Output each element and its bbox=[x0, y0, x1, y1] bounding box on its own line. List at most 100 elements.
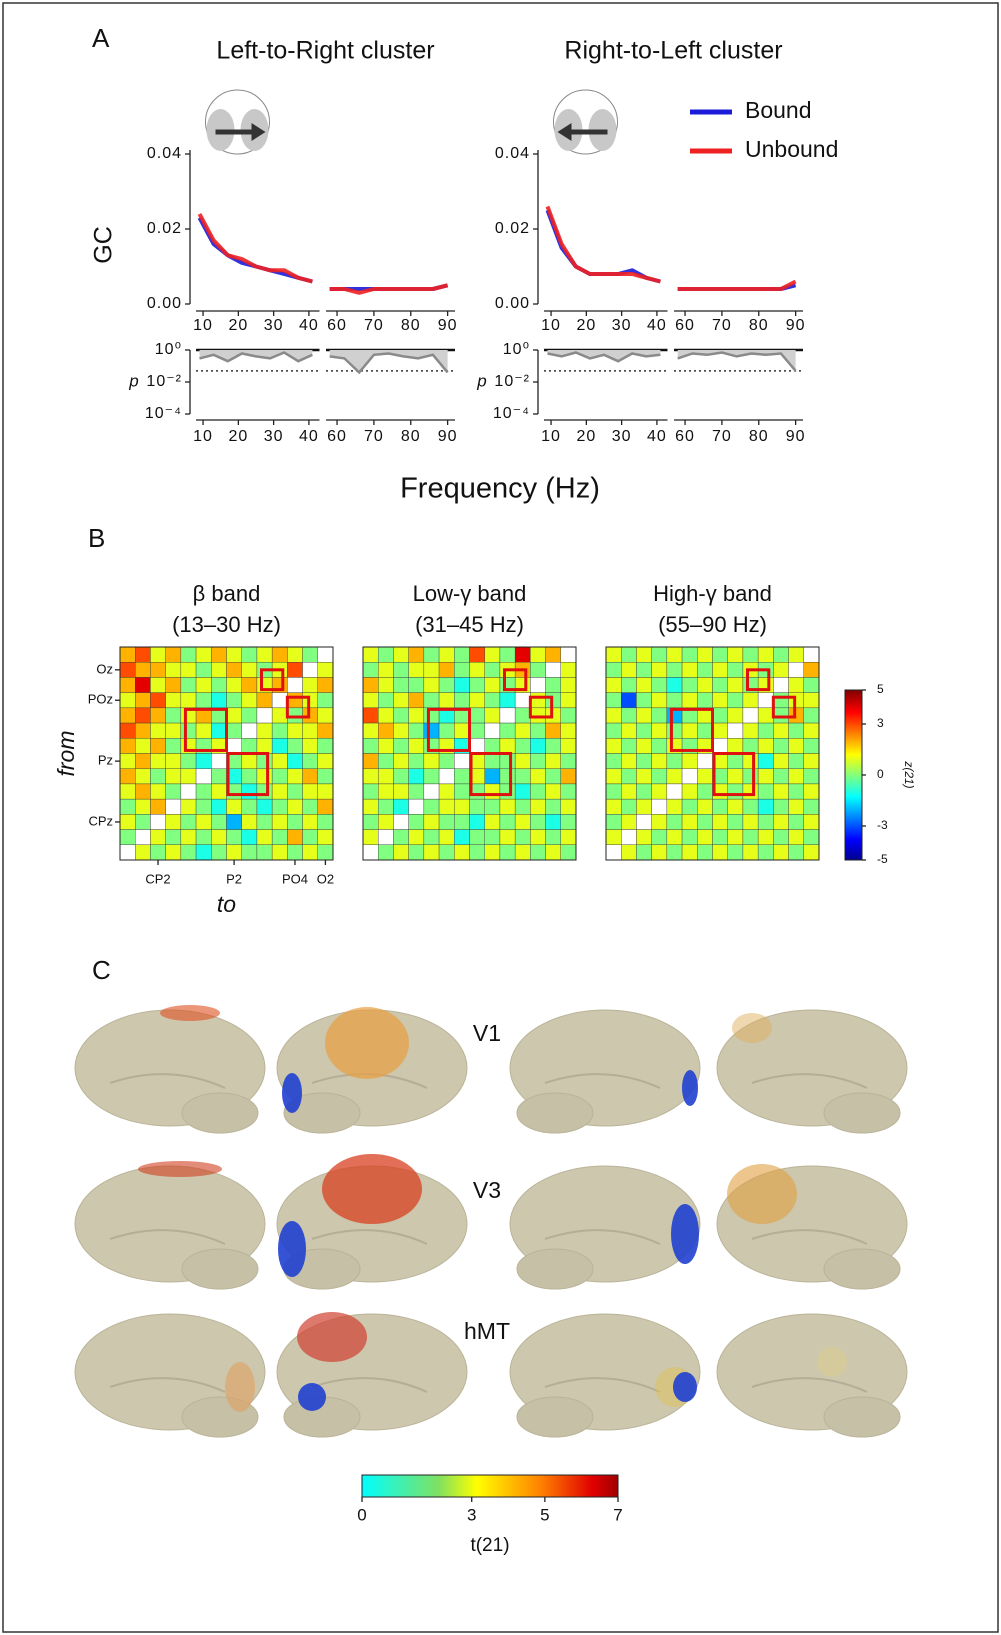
x-tick-label: 30 bbox=[264, 317, 284, 334]
heatmap-cell bbox=[317, 768, 334, 785]
heatmap-cell bbox=[226, 814, 242, 830]
heatmap-cell bbox=[545, 844, 561, 861]
diagonal-cell bbox=[150, 814, 166, 830]
heatmap-cell bbox=[271, 738, 288, 754]
heatmap-cell bbox=[530, 707, 546, 724]
heatmap-cell bbox=[803, 722, 820, 739]
heatmap-cell bbox=[621, 768, 637, 785]
heatmap-cell bbox=[165, 814, 182, 830]
heatmap-cell bbox=[727, 677, 744, 693]
heatmap-cell bbox=[180, 646, 197, 663]
heatmap-cell bbox=[651, 692, 668, 709]
heatmap-cell bbox=[514, 829, 531, 845]
heatmap-cell bbox=[530, 753, 546, 769]
activation bbox=[225, 1362, 255, 1412]
heatmap-cell bbox=[803, 798, 820, 815]
p-area bbox=[677, 350, 796, 371]
heatmap-cell bbox=[681, 662, 698, 678]
heatmap-cell bbox=[165, 753, 182, 769]
heatmap-cell bbox=[773, 692, 789, 709]
heatmap-cell bbox=[499, 768, 516, 785]
heatmap-cell bbox=[651, 829, 668, 845]
heatmap-cell bbox=[727, 829, 744, 845]
x-tick-label: 40 bbox=[299, 428, 319, 445]
x-tick-label: 20 bbox=[228, 317, 248, 334]
heatmap-cell bbox=[362, 692, 379, 709]
heatmap-cell bbox=[119, 692, 136, 709]
heatmap-cell bbox=[287, 722, 303, 739]
heatmap-cell bbox=[378, 692, 394, 709]
heatmap-cell bbox=[773, 753, 789, 769]
heatmap-cell bbox=[393, 662, 409, 678]
heatmap-cell bbox=[438, 814, 455, 830]
activation bbox=[732, 1013, 772, 1043]
brain-sulcus bbox=[109, 1229, 226, 1245]
heatmap-cell bbox=[712, 722, 728, 739]
heatmap-cell bbox=[241, 738, 258, 754]
heatmap-cell bbox=[195, 814, 212, 830]
heatmap-cell bbox=[530, 738, 546, 754]
x-tick-label: 20 bbox=[228, 428, 248, 445]
heatmap-cell bbox=[545, 677, 561, 693]
heatmap-cell bbox=[362, 707, 379, 724]
heatmap-cell bbox=[423, 768, 440, 785]
diagonal-cell bbox=[742, 707, 759, 724]
diagonal-cell bbox=[530, 677, 546, 693]
heatmap-cell bbox=[605, 722, 622, 739]
heatmap-cell bbox=[757, 722, 774, 739]
heatmap-cell bbox=[211, 646, 227, 663]
brain-cerebellum bbox=[823, 1396, 901, 1438]
heatmap-cell bbox=[803, 783, 820, 800]
heatmap-cell bbox=[560, 783, 577, 800]
heatmap-cell bbox=[438, 844, 455, 861]
brain-sulcus bbox=[109, 1073, 226, 1089]
heatmap-cell bbox=[362, 677, 379, 693]
heatmap-cell bbox=[271, 814, 288, 830]
chart-title: Right-to-Left cluster bbox=[564, 37, 782, 65]
cluster-box bbox=[528, 695, 554, 719]
x-tick-label: 70 bbox=[364, 317, 384, 334]
x-tick-label: 80 bbox=[401, 317, 421, 334]
heatmap-cell bbox=[211, 692, 227, 709]
heatmap-cell bbox=[484, 707, 501, 724]
heatmap-subtitle: (55–90 Hz) bbox=[658, 612, 767, 637]
diagonal-cell bbox=[180, 783, 197, 800]
heatmap-cell bbox=[697, 829, 713, 845]
p-y-tick-label: 10⁻⁴ bbox=[145, 405, 182, 422]
heatmap-title: High-γ band bbox=[653, 581, 772, 606]
panel-label: B bbox=[88, 523, 105, 553]
heatmap-cell bbox=[135, 738, 151, 754]
heatmap-cell bbox=[773, 798, 789, 815]
diagonal-cell bbox=[636, 814, 652, 830]
heatmap-cell bbox=[545, 768, 561, 785]
heatmap-cell bbox=[180, 753, 197, 769]
colorbar-tick-label: 5 bbox=[540, 1505, 549, 1524]
heatmap-cell bbox=[530, 646, 546, 663]
diagonal-cell bbox=[697, 753, 713, 769]
heatmap-cell bbox=[226, 798, 242, 815]
heatmap-cell bbox=[636, 783, 652, 800]
heatmap-cell bbox=[423, 844, 440, 861]
heatmap-cell bbox=[742, 738, 759, 754]
heatmap-border bbox=[119, 646, 334, 861]
heatmap-cell bbox=[545, 829, 561, 845]
heatmap-cell bbox=[150, 707, 166, 724]
colorbar-label: t(21) bbox=[470, 1535, 509, 1556]
heatmap-cell bbox=[712, 692, 728, 709]
heatmap-cell bbox=[408, 677, 425, 693]
heatmap-cell bbox=[362, 814, 379, 830]
heatmap-cell bbox=[135, 707, 151, 724]
y-category-label: CPz bbox=[88, 813, 113, 828]
heatmap-cell bbox=[712, 707, 728, 724]
cluster-box bbox=[745, 668, 771, 692]
heatmap-cell bbox=[530, 844, 546, 861]
heatmap-cell bbox=[742, 692, 759, 709]
heatmap-cell bbox=[773, 829, 789, 845]
heatmap-cell bbox=[119, 738, 136, 754]
heatmap-cell bbox=[803, 692, 820, 709]
heatmap-cell bbox=[165, 829, 182, 845]
heatmap-cell bbox=[484, 753, 501, 769]
heatmap-cell bbox=[408, 844, 425, 861]
diagonal-cell bbox=[788, 662, 804, 678]
heatmap-cell bbox=[119, 783, 136, 800]
